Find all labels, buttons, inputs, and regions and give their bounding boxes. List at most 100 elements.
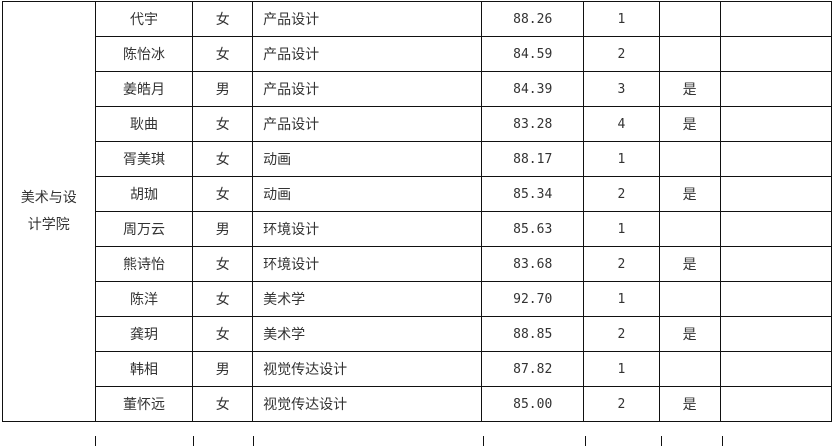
flag-cell: 是	[658, 106, 721, 142]
major-cell: 美术学	[252, 316, 483, 352]
empty-cell	[719, 281, 832, 317]
gender-cell: 女	[192, 246, 254, 282]
table-row: 周万云男环境设计 85.63 1	[3, 211, 832, 247]
major-cell: 环境设计	[252, 246, 483, 282]
rank-cell: 1	[583, 141, 660, 177]
major-cell: 产品设计	[252, 71, 483, 107]
table-row: 董怀远女视觉传达设计 85.00 2 是	[3, 386, 832, 422]
college-name-line: 计学院	[27, 216, 70, 233]
empty-cell	[719, 71, 832, 107]
gender-cell: 女	[192, 141, 254, 177]
flag-cell: 是	[658, 176, 721, 212]
score-cell: 88.85	[481, 316, 585, 352]
flag-cell	[658, 211, 721, 247]
major-cell: 动画	[252, 176, 483, 212]
name-cell: 周万云	[94, 211, 194, 247]
major-cell: 环境设计	[252, 211, 483, 247]
name-cell: 熊诗怡	[94, 246, 194, 282]
name-cell: 陈怡冰	[94, 36, 194, 72]
score-cell: 83.28	[481, 106, 585, 142]
rank-cell: 2	[583, 246, 660, 282]
flag-cell	[658, 281, 721, 317]
name-cell: 姜皓月	[94, 71, 194, 107]
flag-cell: 是	[658, 71, 721, 107]
gender-cell: 女	[192, 1, 254, 37]
empty-cell	[719, 211, 832, 247]
table-row: 美术与设 计学院 代宇女产品设计 88.26 1	[2, 1, 832, 422]
gender-cell: 女	[192, 106, 254, 142]
table-row: 韩相男视觉传达设计 87.82 1	[3, 351, 832, 387]
gender-cell: 女	[192, 36, 254, 72]
student-table: 美术与设 计学院 代宇女产品设计 88.26 1 陈怡冰女产品设计 84.59 2 姜皓月男产品…	[2, 1, 832, 422]
flag-cell: 是	[658, 386, 721, 422]
name-cell: 龚玥	[94, 316, 194, 352]
major-cell: 动画	[252, 141, 483, 177]
rank-cell: 1	[583, 281, 660, 317]
score-cell: 83.68	[481, 246, 585, 282]
table-row: 胥美琪女动画 88.17 1	[3, 141, 832, 177]
name-cell: 韩相	[94, 351, 194, 387]
table-row: 姜皓月男产品设计 84.39 3 是	[3, 71, 832, 107]
score-cell: 84.39	[481, 71, 585, 107]
score-cell: 85.63	[481, 211, 585, 247]
major-cell: 美术学	[252, 281, 483, 317]
gender-cell: 男	[192, 71, 254, 107]
rank-cell: 3	[583, 71, 660, 107]
name-cell: 陈洋	[94, 281, 194, 317]
table-row: 胡珈女动画 85.34 2 是	[3, 176, 832, 212]
flag-cell: 是	[658, 246, 721, 282]
gender-cell: 女	[192, 281, 254, 317]
table-row: 陈洋女美术学 92.70 1	[3, 281, 832, 317]
next-row-edge	[0, 436, 832, 446]
table-row: 龚玥女美术学 88.85 2 是	[3, 316, 832, 352]
flag-cell	[658, 36, 721, 72]
college-name-line: 美术与设	[20, 189, 77, 206]
score-cell: 92.70	[481, 281, 585, 317]
flag-cell: 是	[658, 316, 721, 352]
rank-cell: 2	[583, 386, 660, 422]
score-cell: 84.59	[481, 36, 585, 72]
score-cell: 85.00	[481, 386, 585, 422]
score-cell: 88.17	[481, 141, 585, 177]
name-cell: 耿曲	[94, 106, 194, 142]
major-cell: 产品设计	[252, 106, 483, 142]
empty-cell	[719, 36, 832, 72]
flag-cell	[658, 141, 721, 177]
score-cell: 87.82	[481, 351, 585, 387]
score-cell: 85.34	[481, 176, 585, 212]
empty-cell	[719, 351, 832, 387]
table-row: 耿曲女产品设计 83.28 4 是	[3, 106, 832, 142]
gender-cell: 女	[192, 386, 254, 422]
rank-cell: 1	[583, 211, 660, 247]
name-cell: 胥美琪	[94, 141, 194, 177]
empty-cell	[719, 386, 832, 422]
empty-cell	[719, 176, 832, 212]
name-cell: 胡珈	[94, 176, 194, 212]
table-row: 熊诗怡女环境设计 83.68 2 是	[3, 246, 832, 282]
table-row: 陈怡冰女产品设计 84.59 2	[3, 36, 832, 72]
rank-cell: 4	[583, 106, 660, 142]
gender-cell: 男	[192, 211, 254, 247]
college-cell: 美术与设 计学院	[2, 1, 96, 422]
major-cell: 视觉传达设计	[252, 351, 483, 387]
major-cell: 产品设计	[252, 36, 483, 72]
rank-cell: 2	[583, 36, 660, 72]
major-cell: 视觉传达设计	[252, 386, 483, 422]
empty-cell	[719, 316, 832, 352]
empty-cell	[719, 141, 832, 177]
gender-cell: 女	[192, 176, 254, 212]
rank-cell: 2	[583, 176, 660, 212]
gender-cell: 男	[192, 351, 254, 387]
empty-cell	[719, 106, 832, 142]
flag-cell	[658, 351, 721, 387]
score-cell: 88.26	[481, 1, 585, 37]
rank-cell: 1	[583, 351, 660, 387]
empty-cell	[719, 1, 832, 37]
name-cell: 董怀远	[94, 386, 194, 422]
empty-cell	[719, 246, 832, 282]
gender-cell: 女	[192, 316, 254, 352]
rank-cell: 1	[583, 1, 660, 37]
name-cell: 代宇	[94, 1, 194, 37]
major-cell: 产品设计	[252, 1, 483, 37]
rank-cell: 2	[583, 316, 660, 352]
